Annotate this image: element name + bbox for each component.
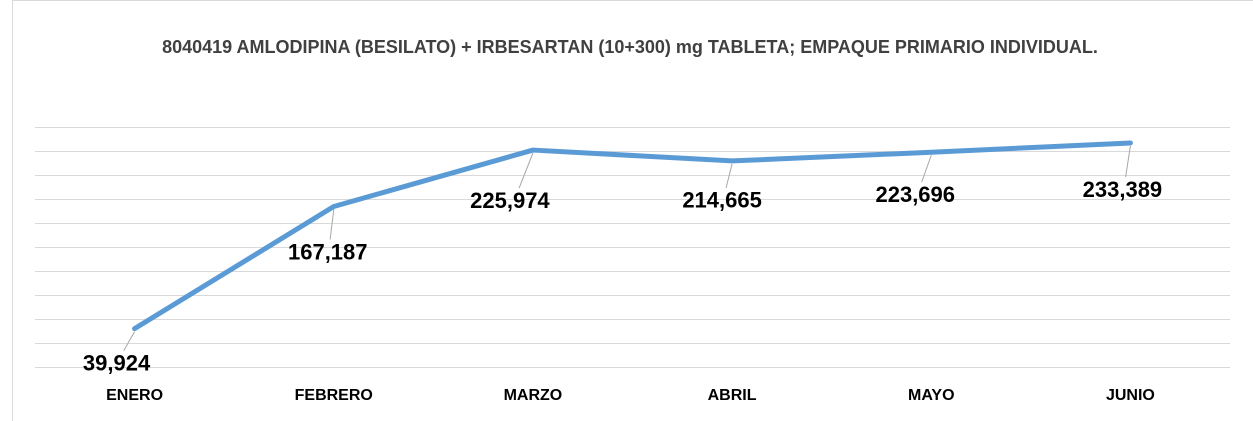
line-series	[132, 140, 1133, 332]
x-tick-label: FEBRERO	[295, 387, 373, 404]
data-label: 39,924	[83, 350, 151, 375]
data-label: 223,696	[875, 182, 955, 207]
data-label: 233,389	[1083, 177, 1163, 202]
data-label: 167,187	[288, 239, 368, 264]
x-tick-label: MAYO	[908, 387, 955, 404]
leader-line	[329, 209, 335, 240]
x-tick-label: ENERO	[106, 387, 163, 404]
leader-line	[123, 331, 136, 351]
x-tick-label: MARZO	[504, 387, 563, 404]
x-tick-label: ABRIL	[708, 387, 757, 404]
chart-title: 8040419 AMLODIPINA (BESILATO) + IRBESART…	[162, 37, 1098, 57]
x-tick-label: JUNIO	[1106, 387, 1155, 404]
leader-line	[1125, 145, 1131, 178]
leader-line	[921, 155, 932, 183]
data-label: 225,974	[470, 188, 550, 213]
leader-line	[518, 152, 534, 189]
data-label: 214,665	[682, 188, 762, 213]
leader-line	[725, 163, 733, 189]
